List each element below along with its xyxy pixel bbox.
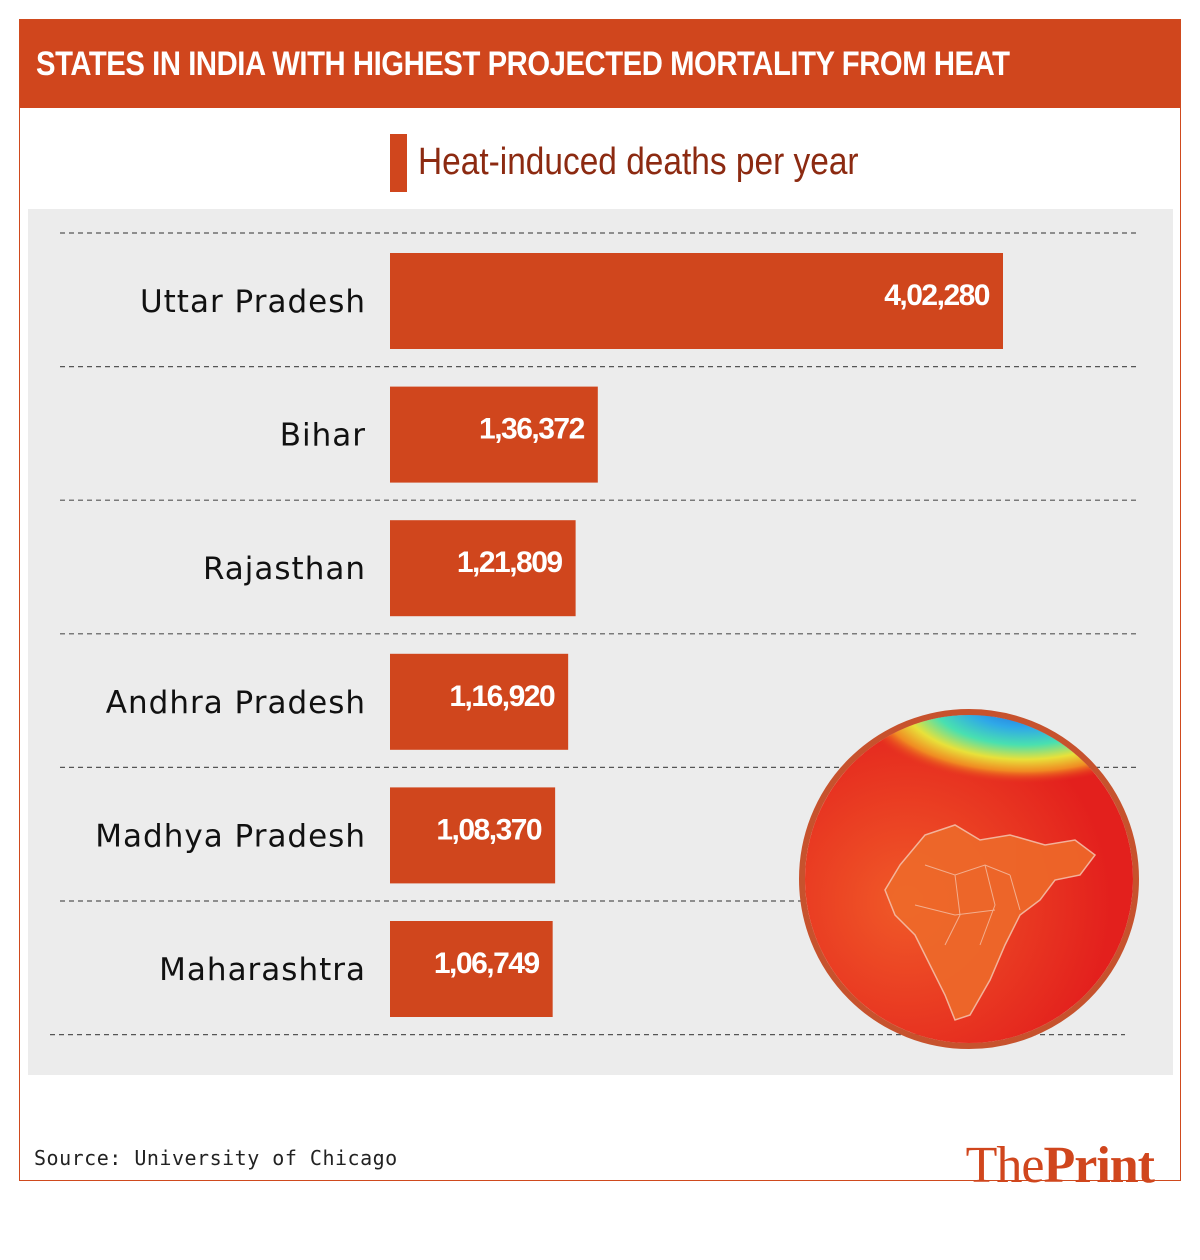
value-label: 1,21,809 bbox=[457, 546, 563, 579]
category-label: Uttar Pradesh bbox=[140, 284, 366, 320]
india-heat-map-icon bbox=[799, 709, 1139, 1049]
chart-title: STATES IN INDIA WITH HIGHEST PROJECTED M… bbox=[36, 45, 1010, 83]
bar bbox=[390, 386, 598, 483]
brand-part-print: Print bbox=[1043, 1137, 1155, 1194]
category-label: Andhra Pradesh bbox=[106, 685, 366, 721]
category-label: Madhya Pradesh bbox=[95, 818, 366, 854]
legend-swatch bbox=[390, 134, 407, 192]
value-label: 1,16,920 bbox=[449, 680, 555, 713]
brand-logo: ThePrint bbox=[965, 1137, 1155, 1194]
brand-part-the: The bbox=[965, 1137, 1045, 1194]
bar bbox=[390, 653, 569, 750]
category-label: Bihar bbox=[280, 418, 366, 454]
value-label: 1,08,370 bbox=[436, 813, 542, 846]
value-label: 1,06,749 bbox=[434, 947, 540, 980]
category-label: Rajasthan bbox=[203, 551, 366, 587]
bar bbox=[390, 787, 556, 884]
bar bbox=[390, 921, 553, 1017]
category-label: Maharashtra bbox=[159, 952, 366, 988]
bar bbox=[390, 253, 1003, 349]
bar bbox=[390, 520, 576, 617]
legend-label: Heat-induced deaths per year bbox=[418, 141, 859, 183]
source-note: Source: University of Chicago bbox=[34, 1146, 398, 1170]
value-label: 4,02,280 bbox=[884, 279, 990, 312]
infographic-frame: STATES IN INDIA WITH HIGHEST PROJECTED M… bbox=[19, 19, 1181, 1194]
heat-map-graphic bbox=[805, 715, 1133, 1043]
value-label: 1,36,372 bbox=[479, 413, 585, 446]
header-banner: STATES IN INDIA WITH HIGHEST PROJECTED M… bbox=[20, 20, 1180, 108]
